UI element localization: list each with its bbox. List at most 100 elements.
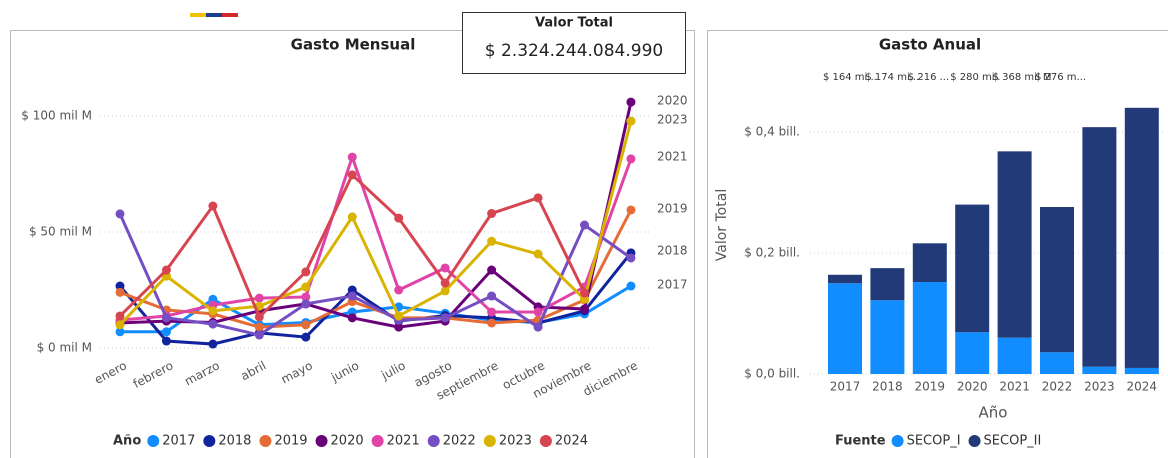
data-point	[626, 154, 636, 164]
legend-label[interactable]: 2020	[331, 434, 364, 449]
legend-label[interactable]: 2021	[387, 434, 420, 449]
legend-swatch[interactable]	[147, 435, 160, 447]
data-point	[347, 170, 357, 180]
data-point	[487, 265, 497, 275]
data-point	[626, 205, 636, 215]
data-point	[301, 292, 311, 302]
x-tick-label: 2020	[957, 380, 988, 394]
data-point	[115, 320, 125, 330]
data-point	[533, 322, 543, 332]
end-labels: 2020 2023 2021 2019 2018 2017	[657, 94, 688, 292]
chart-title: Gasto Anual	[879, 36, 981, 54]
bar-segment	[955, 204, 990, 333]
legend-label[interactable]: 2019	[274, 434, 307, 449]
data-point	[254, 312, 264, 322]
data-point	[440, 263, 450, 273]
card	[462, 12, 686, 74]
data-point	[626, 281, 636, 291]
legend-swatch[interactable]	[259, 435, 272, 447]
y-tick-label: $ 0,2 bill.	[744, 246, 800, 260]
legend-swatch[interactable]	[371, 435, 384, 447]
data-point	[347, 212, 357, 222]
data-point	[626, 97, 636, 107]
legend-label[interactable]: 2024	[555, 434, 588, 449]
legend-swatch[interactable]	[968, 435, 981, 447]
legend-label[interactable]: SECOP_I	[907, 434, 961, 449]
data-point	[487, 236, 497, 246]
flag-stripe	[206, 13, 222, 17]
end-label: 2021	[657, 150, 688, 164]
bar-segment	[870, 268, 905, 301]
data-point	[254, 293, 264, 303]
data-point	[208, 319, 218, 329]
data-point	[115, 327, 125, 337]
data-point	[487, 291, 497, 301]
legend-swatch[interactable]	[315, 435, 328, 447]
bar-segment	[955, 332, 990, 374]
data-point	[626, 116, 636, 126]
data-point	[208, 306, 218, 316]
data-point	[347, 291, 357, 301]
chart-title: Gasto Mensual	[291, 36, 416, 54]
data-point	[580, 288, 589, 298]
x-tick-label: 2019	[915, 380, 946, 394]
data-point	[440, 278, 450, 288]
legend-swatch[interactable]	[203, 435, 216, 447]
data-point	[533, 307, 543, 317]
data-point	[301, 320, 311, 330]
bar-segment	[1124, 107, 1159, 368]
bar-segment	[870, 300, 905, 374]
y-tick-label: $ 0 mil M	[37, 341, 92, 355]
legend-label[interactable]: SECOP_II	[984, 434, 1042, 449]
x-tick-label: 2021	[999, 380, 1030, 394]
legend-label[interactable]: 2017	[162, 434, 195, 449]
data-point	[161, 336, 171, 346]
data-label: $ 216 ...	[908, 72, 949, 83]
data-point	[347, 313, 357, 323]
legend-swatch[interactable]	[539, 435, 552, 447]
data-point	[301, 267, 311, 277]
data-point	[301, 332, 311, 342]
data-point	[394, 311, 404, 321]
data-point	[115, 209, 125, 219]
y-tick-label: $ 0,4 bill.	[744, 125, 800, 139]
data-point	[115, 311, 125, 321]
data-point	[580, 220, 589, 230]
series-line	[118, 120, 633, 326]
x-axis-title: Año	[979, 404, 1008, 422]
data-point	[208, 201, 218, 211]
series-line	[118, 213, 632, 337]
data-point	[394, 322, 404, 332]
y-tick-label: $ 100 mil M	[21, 109, 92, 123]
data-label: $ 164 mi...	[823, 72, 877, 83]
data-point	[254, 322, 264, 332]
legend-swatch[interactable]	[891, 435, 904, 447]
legend-label[interactable]: 2023	[499, 434, 532, 449]
legend-title: Fuente	[835, 434, 886, 449]
legend-swatch[interactable]	[483, 435, 496, 447]
end-label: 2020	[657, 94, 688, 108]
data-label: $ 368 mil M	[993, 72, 1052, 83]
panel	[10, 30, 695, 458]
x-tick-label: 2018	[872, 380, 903, 394]
data-label: $ 174 mi...	[865, 72, 919, 83]
flag-stripe	[190, 13, 206, 17]
data-label: $ 280 mil.	[950, 72, 1000, 83]
data-label: $ 276 m...	[1035, 72, 1086, 83]
x-tick-label: 2022	[1042, 380, 1073, 394]
data-point	[626, 253, 636, 263]
data-point	[347, 152, 357, 162]
x-tick-label: 2017	[830, 380, 861, 394]
legend-swatch[interactable]	[427, 435, 440, 447]
data-point	[394, 213, 404, 223]
bar-segment	[828, 274, 862, 284]
data-point	[487, 208, 497, 218]
data-point	[208, 339, 218, 349]
legend-label[interactable]: 2022	[443, 434, 476, 449]
data-point	[580, 304, 589, 314]
data-point	[580, 294, 589, 304]
legend-label[interactable]: 2018	[218, 434, 251, 449]
y-axis-title: Valor Total	[714, 189, 730, 261]
